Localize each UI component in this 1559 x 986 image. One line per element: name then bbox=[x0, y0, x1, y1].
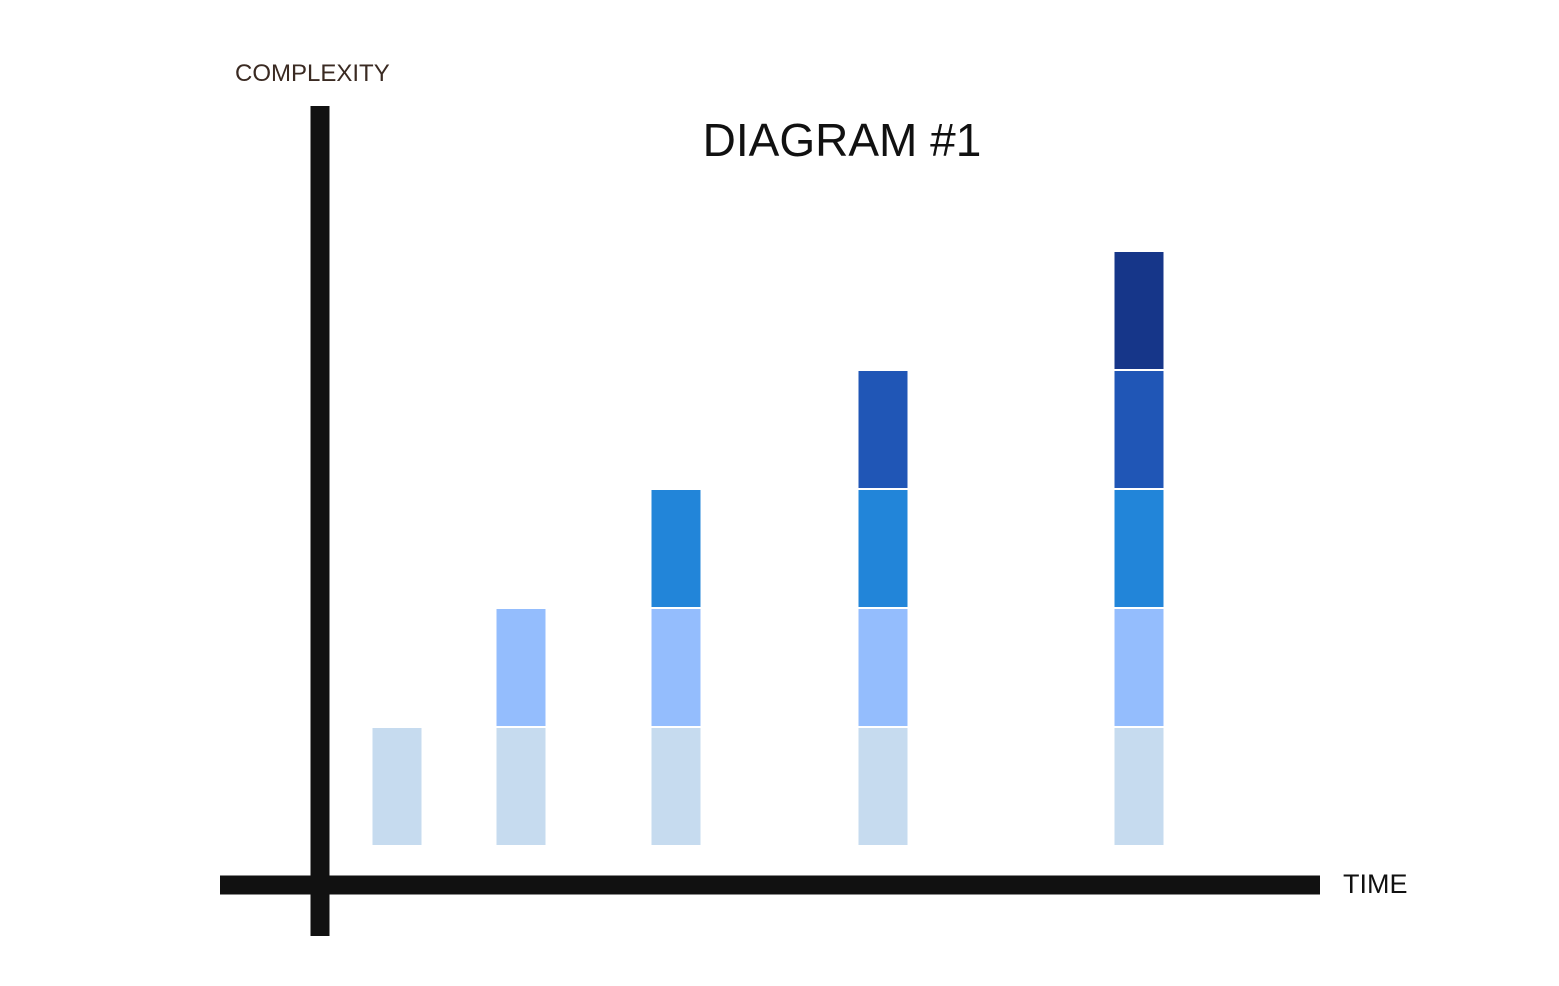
bar-segment-2-1 bbox=[496, 728, 546, 845]
bar-segment-1-1 bbox=[372, 728, 422, 845]
x-axis-label: TIME bbox=[1343, 869, 1408, 899]
bar-segment-2-2 bbox=[496, 609, 546, 726]
bar-segment-4-1 bbox=[858, 728, 908, 845]
bar-segment-4-3 bbox=[858, 490, 908, 607]
bar-segment-4-2 bbox=[858, 609, 908, 726]
bar-segment-5-1 bbox=[1114, 728, 1164, 845]
y-axis-label: COMPLEXITY bbox=[235, 60, 390, 87]
bar-segment-3-1 bbox=[651, 728, 701, 845]
bar-segment-5-2 bbox=[1114, 609, 1164, 726]
bar-segment-3-2 bbox=[651, 609, 701, 726]
bars-group bbox=[372, 252, 1164, 845]
bar-segment-3-3 bbox=[651, 490, 701, 607]
bar-segment-4-4 bbox=[858, 371, 908, 488]
bar-segment-5-3 bbox=[1114, 490, 1164, 607]
bar-segment-5-5 bbox=[1114, 252, 1164, 369]
chart-title: DIAGRAM #1 bbox=[703, 114, 982, 166]
bar-segment-5-4 bbox=[1114, 371, 1164, 488]
